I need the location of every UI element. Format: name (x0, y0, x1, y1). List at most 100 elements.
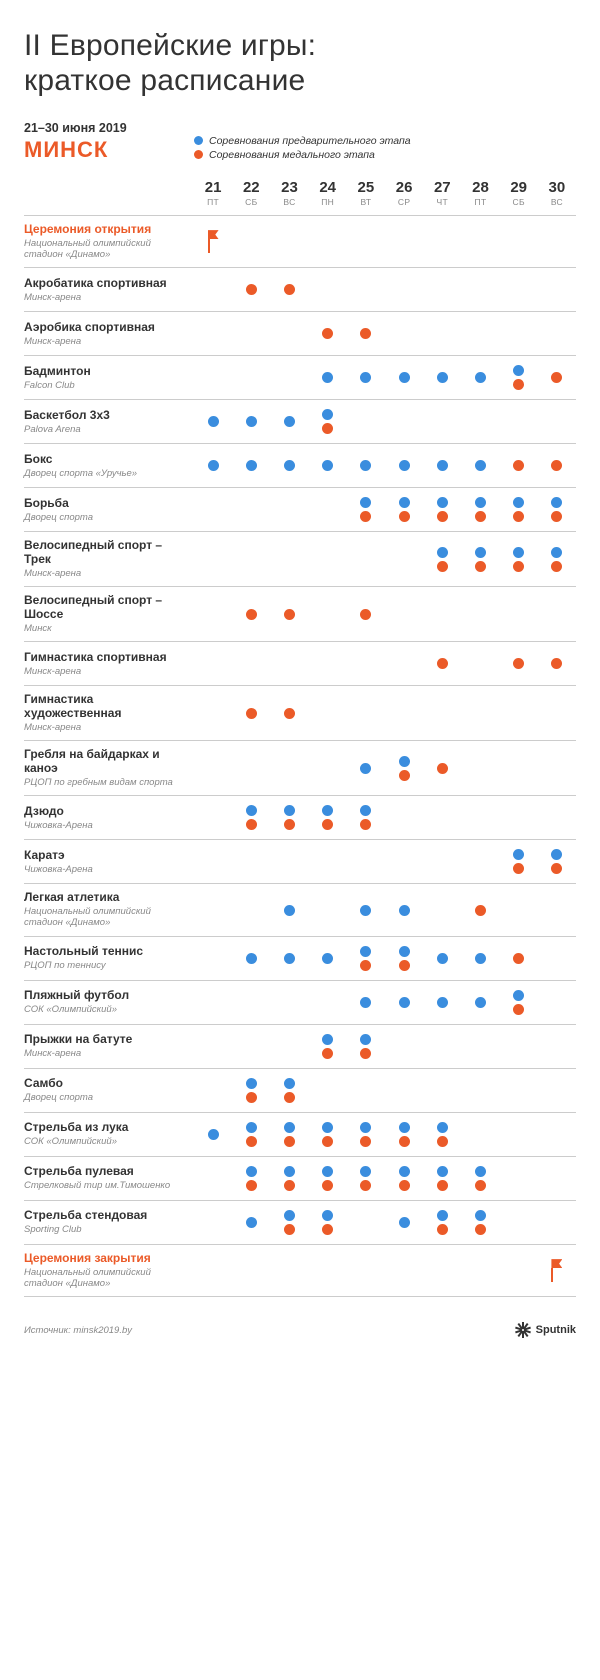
sport-row-label: Аэробика спортивнаяМинск-арена (24, 312, 194, 356)
schedule-cell (538, 587, 576, 642)
sport-row-label: Легкая атлетикаНациональный олимпийский … (24, 884, 194, 937)
schedule-cell (194, 1113, 232, 1157)
city-label: МИНСК (24, 137, 194, 163)
schedule-cell (270, 884, 308, 937)
schedule-cell (347, 268, 385, 312)
schedule-cell (538, 741, 576, 796)
legend-dot-medal (194, 150, 203, 159)
schedule-cell (500, 1245, 538, 1298)
prelim-dot (246, 1078, 257, 1089)
schedule-cell (194, 587, 232, 642)
schedule-cell (461, 587, 499, 642)
medal-dot (322, 1136, 333, 1147)
medal-dot (513, 561, 524, 572)
schedule-cell (232, 840, 270, 884)
schedule-cell (194, 937, 232, 981)
schedule-cell (194, 216, 232, 269)
schedule-cell (309, 642, 347, 686)
schedule-cell (347, 488, 385, 532)
schedule-cell (538, 312, 576, 356)
schedule-cell (385, 686, 423, 741)
medal-dot (360, 609, 371, 620)
prelim-dot (360, 1122, 371, 1133)
schedule-cell (461, 356, 499, 400)
prelim-dot (437, 1210, 448, 1221)
prelim-dot (284, 1122, 295, 1133)
schedule-cell (194, 741, 232, 796)
day-header: 25ВТ (347, 169, 385, 216)
medal-dot (513, 511, 524, 522)
date-range: 21–30 июня 2019 (24, 121, 194, 135)
schedule-cell (423, 216, 461, 269)
schedule-cell (347, 1025, 385, 1069)
prelim-dot (399, 460, 410, 471)
schedule-cell (232, 981, 270, 1025)
medal-dot (399, 1136, 410, 1147)
schedule-cell (194, 884, 232, 937)
prelim-dot (246, 416, 257, 427)
prelim-dot (322, 953, 333, 964)
flag-icon (551, 1259, 562, 1282)
schedule-cell (194, 268, 232, 312)
schedule-cell (309, 216, 347, 269)
schedule-cell (194, 981, 232, 1025)
schedule-cell (423, 796, 461, 840)
schedule-cell (385, 642, 423, 686)
schedule-cell (500, 1157, 538, 1201)
schedule-cell (500, 356, 538, 400)
schedule-cell (500, 1113, 538, 1157)
schedule-cell (347, 884, 385, 937)
prelim-dot (475, 372, 486, 383)
medal-dot (399, 770, 410, 781)
prelim-dot (475, 497, 486, 508)
medal-dot (284, 1136, 295, 1147)
schedule-cell (232, 642, 270, 686)
flag-icon (208, 230, 219, 253)
prelim-dot (246, 460, 257, 471)
schedule-cell (309, 1025, 347, 1069)
medal-dot (360, 1136, 371, 1147)
legend-label-medal: Соревнования медального этапа (209, 149, 375, 161)
schedule-cell (538, 686, 576, 741)
sport-row-label: СамбоДворец спорта (24, 1069, 194, 1113)
schedule-cell (538, 268, 576, 312)
schedule-cell (423, 312, 461, 356)
schedule-cell (538, 1157, 576, 1201)
schedule-cell (232, 268, 270, 312)
schedule-cell (423, 532, 461, 587)
prelim-dot (551, 849, 562, 860)
schedule-cell (538, 400, 576, 444)
prelim-dot (437, 372, 448, 383)
medal-dot (551, 460, 562, 471)
schedule-cell (538, 796, 576, 840)
schedule-cell (538, 981, 576, 1025)
schedule-cell (309, 1069, 347, 1113)
prelim-dot (246, 1166, 257, 1177)
schedule-cell (194, 400, 232, 444)
schedule-cell (309, 587, 347, 642)
medal-dot (551, 863, 562, 874)
schedule-cell (500, 1201, 538, 1245)
sport-row-label: ДзюдоЧижовка-Арена (24, 796, 194, 840)
schedule-cell (347, 532, 385, 587)
day-header: 27ЧТ (423, 169, 461, 216)
medal-dot (322, 328, 333, 339)
prelim-dot (360, 997, 371, 1008)
medal-dot (284, 284, 295, 295)
medal-dot (475, 511, 486, 522)
legend-dot-prelim (194, 136, 203, 145)
schedule-cell (194, 796, 232, 840)
medal-dot (360, 1180, 371, 1191)
prelim-dot (437, 547, 448, 558)
schedule-cell (347, 840, 385, 884)
schedule-cell (461, 268, 499, 312)
sport-row-label: Гимнастика художественнаяМинск-арена (24, 686, 194, 741)
schedule-cell (538, 1113, 576, 1157)
medal-dot (513, 1004, 524, 1015)
schedule-cell (385, 741, 423, 796)
schedule-cell (500, 312, 538, 356)
schedule-cell (309, 356, 347, 400)
schedule-cell (270, 840, 308, 884)
schedule-cell (347, 686, 385, 741)
medal-dot (475, 905, 486, 916)
